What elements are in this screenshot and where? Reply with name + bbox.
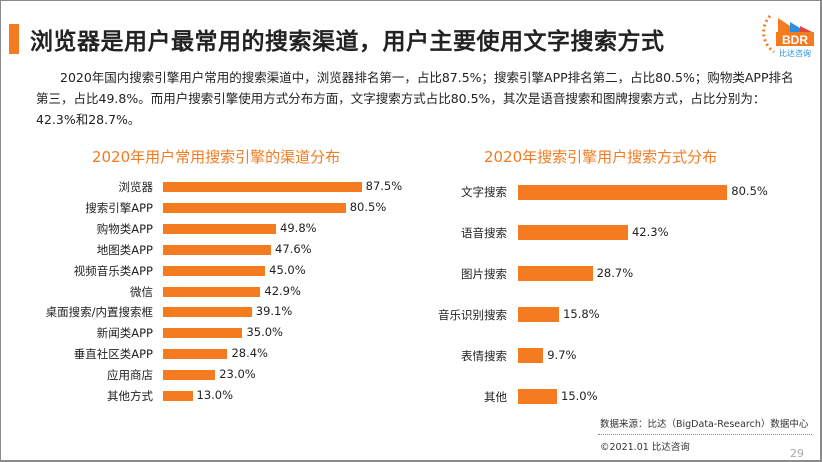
page-number: 29: [790, 447, 804, 460]
bar: [163, 391, 193, 401]
copyright: ©2021.01 比达咨询: [600, 442, 690, 453]
data-label: 49.8%: [280, 220, 317, 235]
category-label: 语音搜索: [461, 225, 507, 240]
data-label: 13.0%: [196, 388, 234, 402]
data-label: 23.0%: [219, 367, 256, 382]
data-label: 15.0%: [561, 388, 598, 403]
chart2-title: 2020年搜索引擎用户搜索方式分布: [484, 148, 718, 166]
bar: [163, 223, 277, 234]
title-accent-bar: [9, 24, 19, 54]
data-label: 35.0%: [246, 325, 283, 340]
bar: [163, 244, 272, 255]
bar: [163, 265, 266, 276]
bar: [163, 370, 216, 381]
category-label: 其他方式: [107, 389, 153, 403]
chart1-title: 2020年用户常用搜索引擎的渠道分布: [92, 148, 341, 166]
category-label: 垂直社区类APP: [73, 347, 153, 362]
bar: [518, 389, 557, 404]
data-label: 47.6%: [275, 241, 312, 256]
data-label: 80.5%: [349, 199, 387, 214]
data-label: 42.3%: [631, 224, 669, 239]
data-label: 80.5%: [731, 184, 768, 198]
bar: [163, 349, 228, 360]
data-label: 9.7%: [547, 347, 577, 362]
data-source: 数据来源：比达（BigData-Research）数据中心: [600, 419, 809, 430]
bar: [518, 266, 593, 282]
data-label: 45.0%: [269, 262, 306, 277]
data-label: 39.1%: [255, 304, 293, 319]
slide-title: 浏览器是用户最常用的搜索渠道，用户主要使用文字搜索方式: [30, 29, 665, 55]
category-label: 音乐识别搜索: [438, 307, 507, 322]
bar: [518, 348, 544, 364]
bar: [163, 328, 243, 339]
category-label: 新闻类APP: [96, 326, 153, 341]
svg-text:比达咨询: 比达咨询: [779, 48, 811, 58]
category-label: 浏览器: [118, 180, 154, 194]
category-label: 文字搜索: [461, 185, 507, 199]
svg-text:BDR: BDR: [782, 33, 808, 47]
category-label: 表情搜索: [461, 348, 507, 363]
category-label: 图片搜索: [461, 266, 507, 281]
category-label: 搜索引擎APP: [85, 200, 153, 215]
data-label: 28.7%: [596, 265, 634, 280]
footer-divider: [598, 434, 812, 435]
bar: [163, 182, 362, 192]
bar: [518, 184, 728, 200]
category-label: 购物类APP: [96, 221, 153, 236]
data-label: 28.4%: [231, 346, 268, 361]
category-label: 微信: [130, 284, 153, 299]
data-label: 42.9%: [264, 283, 301, 298]
data-label: 87.5%: [365, 179, 403, 193]
category-label: 桌面搜索/内置搜索框: [45, 305, 153, 320]
bar: [163, 202, 346, 213]
category-label: 视频音乐类APP: [73, 263, 153, 278]
data-label: 15.8%: [563, 306, 600, 321]
bdr-logo: BDR 比达咨询: [762, 14, 814, 58]
bar: [518, 307, 560, 323]
bar: [163, 307, 252, 318]
bar: [163, 286, 261, 297]
category-label: 地图类APP: [96, 242, 153, 257]
bar: [518, 225, 628, 241]
category-label: 其他: [484, 389, 507, 404]
category-label: 应用商店: [107, 368, 153, 383]
summary-paragraph: 2020年国内搜索引擎用户常用的搜索渠道中，浏览器排名第一，占比87.5%；搜索…: [36, 70, 794, 127]
